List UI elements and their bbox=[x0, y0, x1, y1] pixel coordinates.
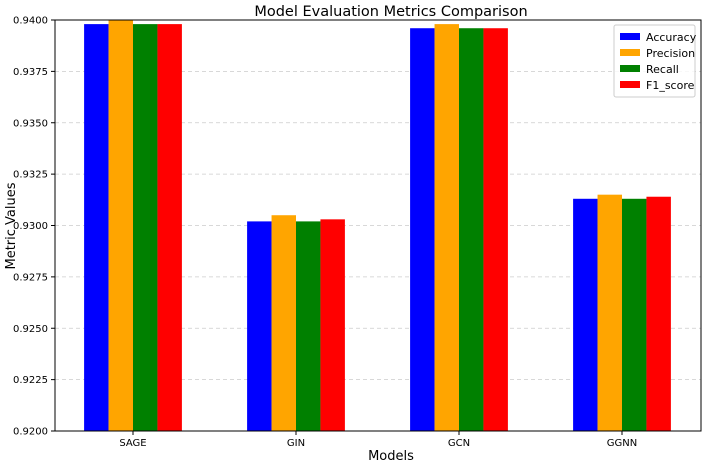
legend-swatch bbox=[620, 81, 640, 88]
bar-accuracy-gcn bbox=[410, 28, 435, 431]
bar-f1-score-gin bbox=[320, 219, 345, 431]
legend-label: Precision bbox=[646, 47, 695, 60]
y-tick-label: 0.9200 bbox=[13, 427, 48, 438]
x-tick-label: GCN bbox=[448, 438, 470, 449]
y-tick-label: 0.9325 bbox=[13, 170, 48, 181]
legend-label: Recall bbox=[646, 63, 679, 76]
y-axis-ticks: 0.9200 0.9225 0.9250 0.9275 0.9300 0.9325 0.93… bbox=[13, 16, 55, 438]
legend-label: Accuracy bbox=[646, 31, 697, 44]
x-axis-ticks: SAGE GIN GCN GGNN bbox=[119, 431, 637, 449]
bar-recall-gin bbox=[296, 221, 321, 431]
y-tick-label: 0.9275 bbox=[13, 272, 48, 283]
legend-swatch bbox=[620, 65, 640, 72]
bar-accuracy-ggnn bbox=[573, 198, 598, 431]
bar-f1-score-sage bbox=[157, 24, 182, 432]
bar-precision-gin bbox=[271, 215, 296, 431]
bars bbox=[84, 20, 671, 432]
legend: Accuracy Precision Recall F1_score bbox=[613, 24, 697, 98]
legend-label: F1_score bbox=[646, 79, 695, 92]
y-tick-label: 0.9225 bbox=[13, 375, 48, 386]
y-axis-title: Metric Values bbox=[4, 182, 19, 269]
bar-accuracy-gin bbox=[247, 221, 272, 431]
y-tick-label: 0.9350 bbox=[13, 118, 48, 129]
x-tick-label: GGNN bbox=[607, 438, 637, 449]
bar-f1-score-gcn bbox=[483, 28, 508, 431]
bar-recall-ggnn bbox=[622, 198, 647, 431]
legend-swatch bbox=[620, 33, 640, 40]
x-tick-label: SAGE bbox=[119, 438, 146, 449]
y-tick-label: 0.9400 bbox=[13, 16, 48, 27]
legend-box bbox=[613, 24, 696, 98]
bar-precision-gcn bbox=[434, 24, 459, 432]
legend-swatch bbox=[620, 49, 640, 56]
y-tick-label: 0.9300 bbox=[13, 221, 48, 232]
y-tick-label: 0.9375 bbox=[13, 67, 48, 78]
x-tick-label: GIN bbox=[287, 438, 305, 449]
chart-title: Model Evaluation Metrics Comparison bbox=[254, 4, 527, 20]
y-tick-label: 0.9250 bbox=[13, 324, 48, 335]
bar-recall-gcn bbox=[459, 28, 484, 431]
x-axis-title: Models bbox=[368, 449, 414, 464]
bar-f1-score-ggnn bbox=[646, 196, 671, 431]
bar-accuracy-sage bbox=[84, 24, 109, 432]
bar-precision-sage bbox=[108, 20, 133, 431]
bar-precision-ggnn bbox=[597, 194, 622, 431]
bar-recall-sage bbox=[133, 24, 158, 432]
